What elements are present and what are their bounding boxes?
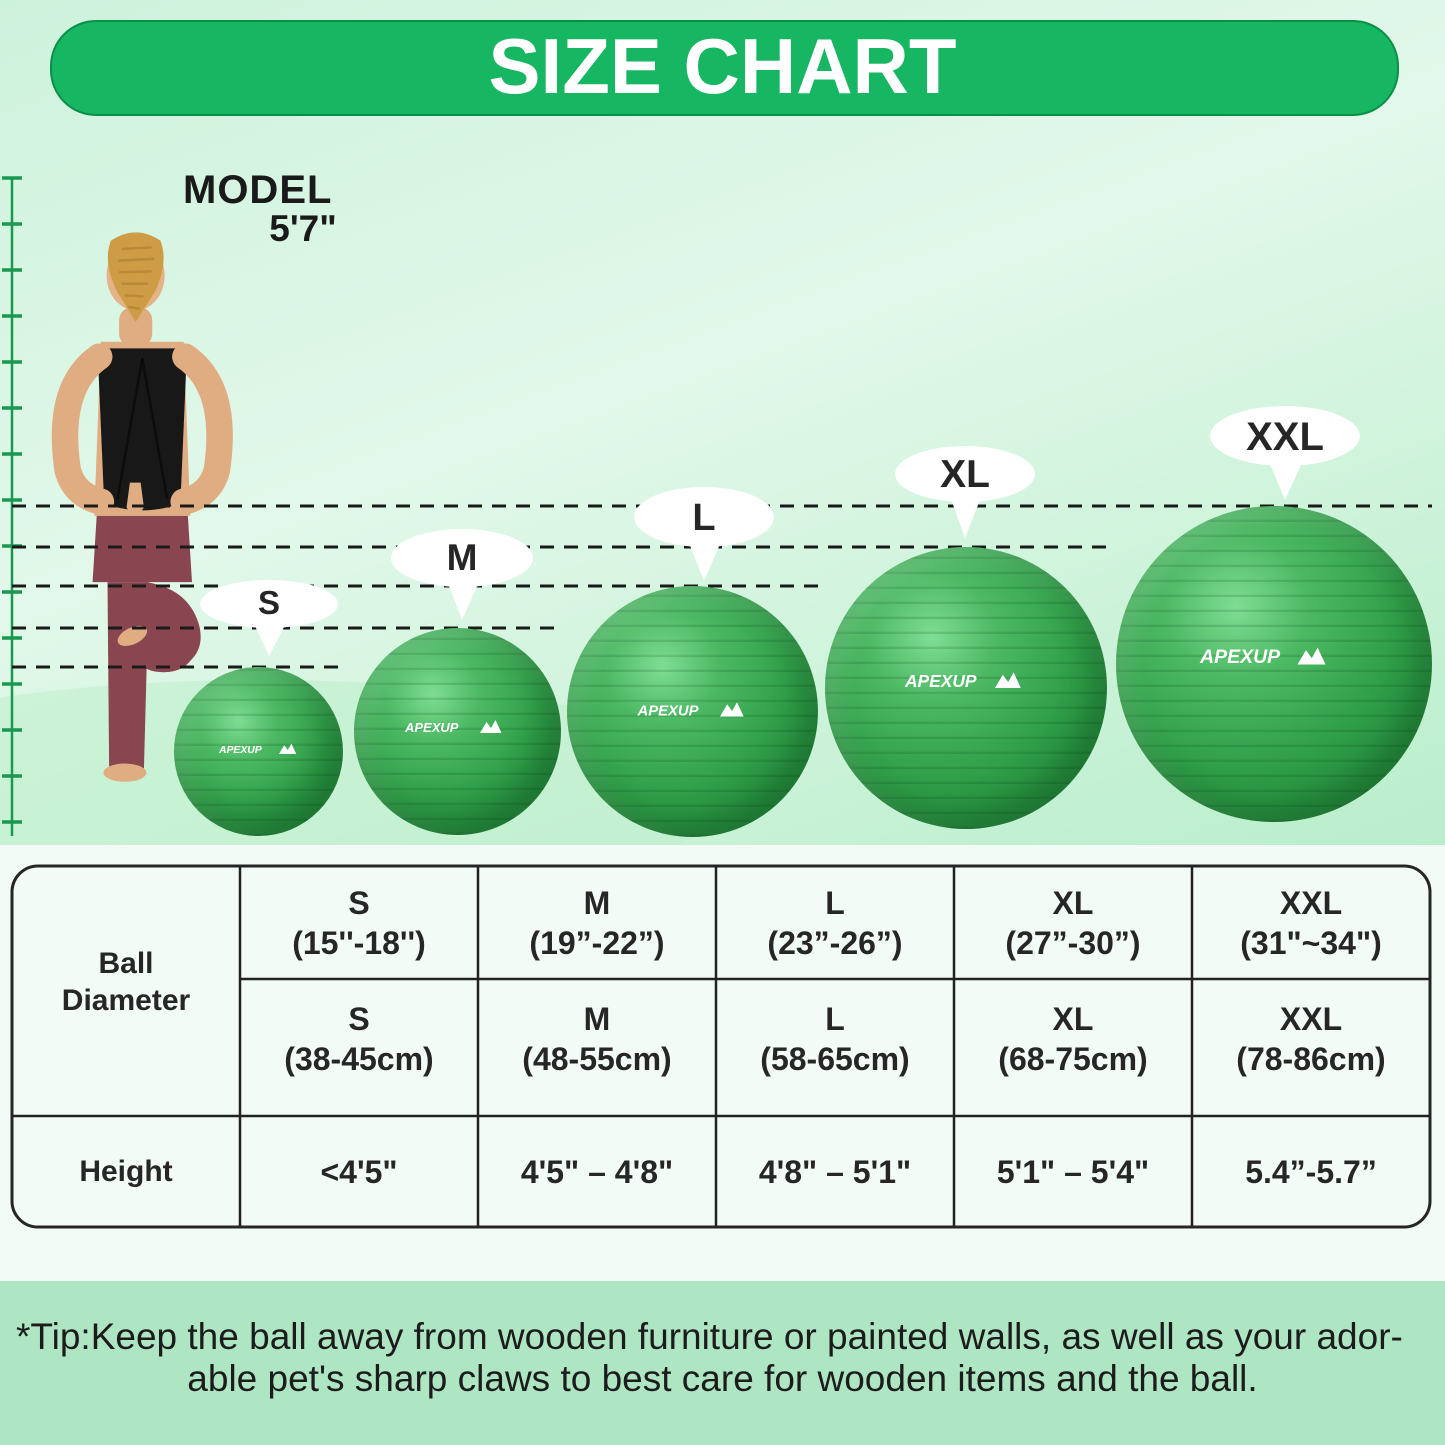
- svg-text:APEXUP: APEXUP: [904, 671, 977, 691]
- svg-text:APEXUP: APEXUP: [637, 703, 699, 719]
- svg-text:L: L: [692, 497, 715, 539]
- svg-text:XXL: XXL: [1246, 415, 1324, 459]
- svg-text:APEXUP: APEXUP: [219, 745, 262, 756]
- svg-text:XL: XL: [940, 453, 990, 496]
- svg-text:M: M: [447, 537, 478, 578]
- svg-text:S: S: [258, 584, 280, 621]
- svg-text:APEXUP: APEXUP: [1199, 646, 1281, 668]
- svg-text:APEXUP: APEXUP: [405, 720, 459, 735]
